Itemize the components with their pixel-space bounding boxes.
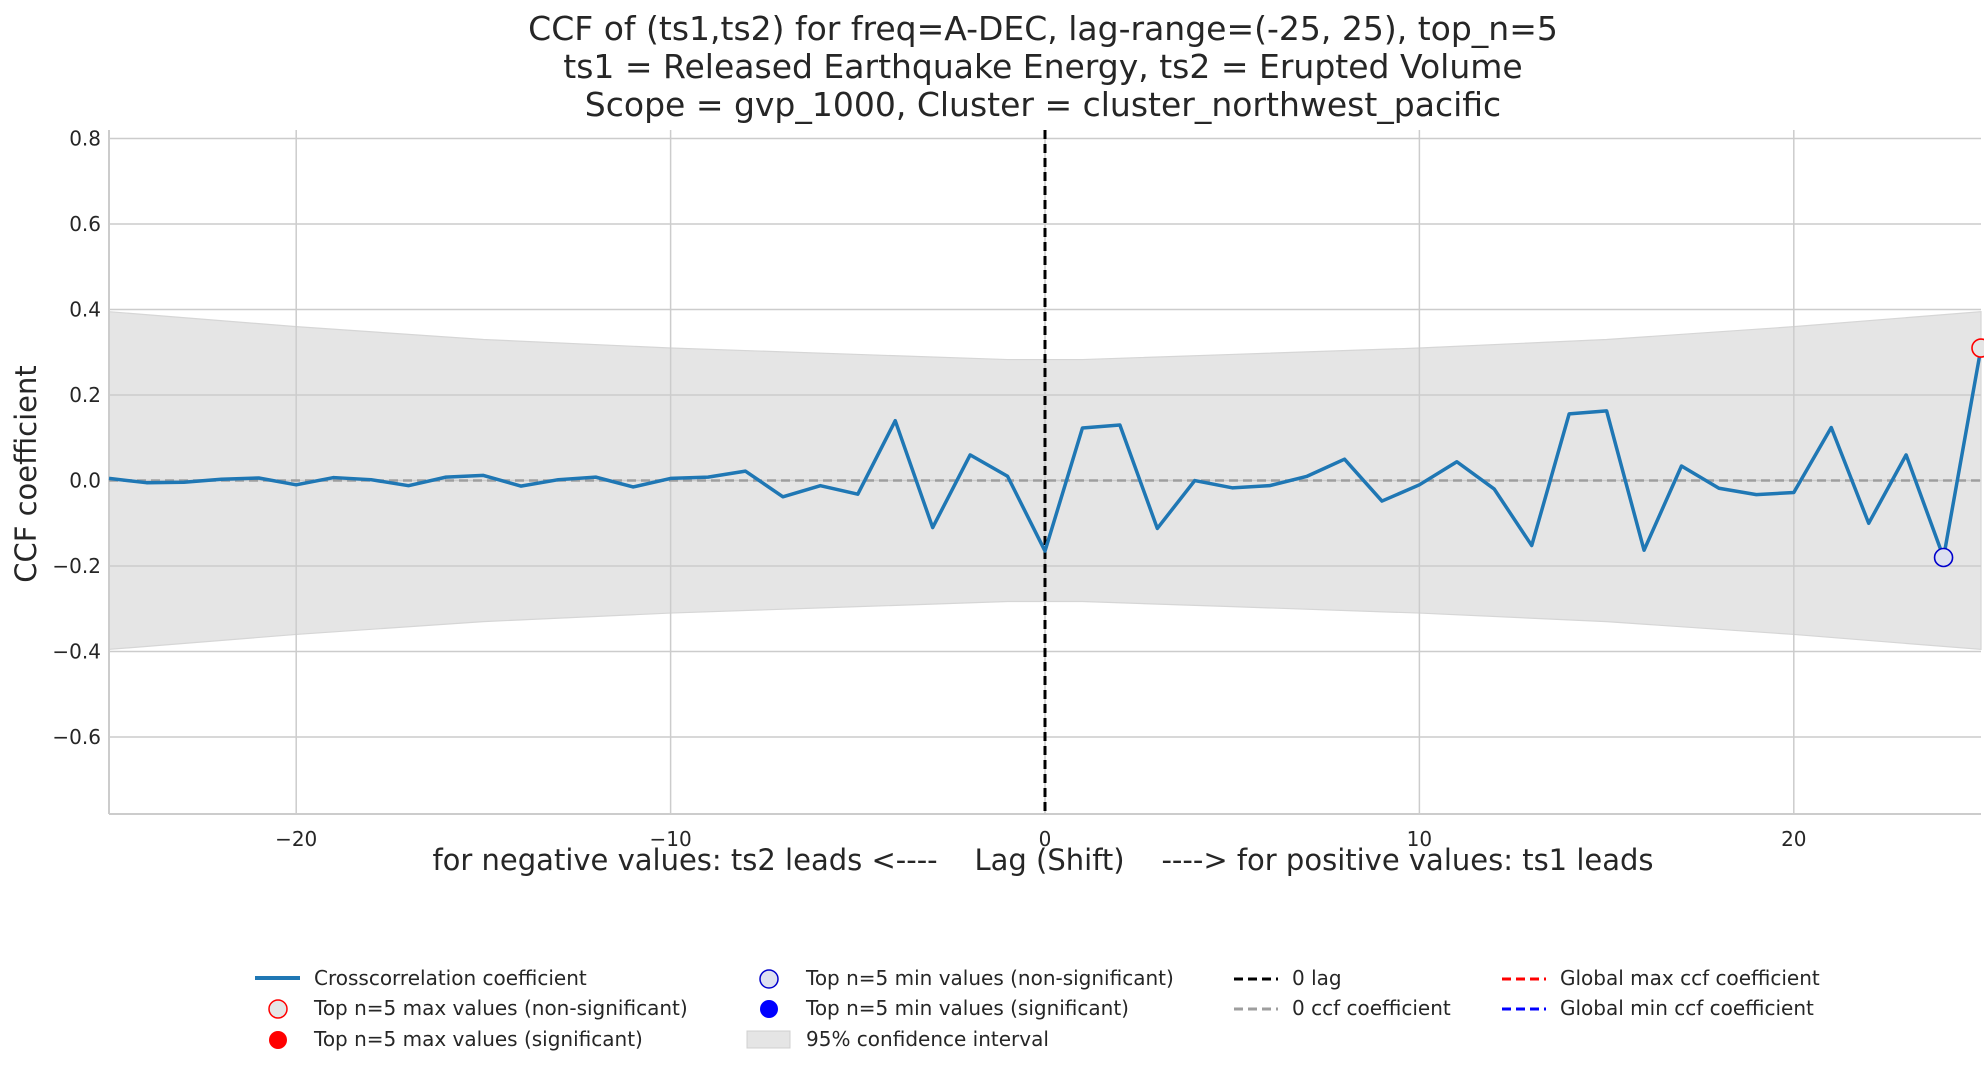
y-axis-label: CCF coefficient	[9, 365, 43, 583]
title-line-1: CCF of (ts1,ts2) for freq=A-DEC, lag-ran…	[528, 9, 1558, 48]
legend-marker-icon	[268, 999, 288, 1019]
legend-label: Crosscorrelation coefficient	[314, 966, 587, 990]
x-axis-label: for negative values: ts2 leads <---- Lag…	[432, 843, 1653, 877]
legend-item-top-max-sig: Top n=5 max values (significant)	[269, 1027, 643, 1051]
legend-label: 0 ccf coefficient	[1292, 996, 1451, 1020]
x-tick-label: −20	[275, 827, 317, 851]
legend-item-confidence-interval: 95% confidence interval	[746, 1027, 1049, 1051]
marker-top-max-non-significant	[1971, 338, 1984, 358]
legend-label: Top n=5 max values (significant)	[313, 1027, 643, 1051]
legend-item-top-max-nonsig: Top n=5 max values (non-significant)	[268, 996, 688, 1020]
legend-marker-icon	[759, 969, 779, 989]
title-line-2: ts1 = Released Earthquake Energy, ts2 = …	[563, 47, 1522, 86]
y-tick-label: 0.2	[69, 383, 101, 407]
plot-area: −0.6 −0.4 −0.2 0.0 0.2 0.4 0.6 0.8 −20 −10 0 10 20	[52, 127, 1984, 851]
legend-label: Top n=5 max values (non-significant)	[313, 996, 688, 1020]
legend-marker-icon	[760, 1000, 778, 1018]
legend-item-global-max: Global max ccf coefficient	[1502, 966, 1820, 990]
legend-item-crosscorrelation: Crosscorrelation coefficient	[255, 966, 587, 990]
legend-label: 95% confidence interval	[806, 1027, 1049, 1051]
legend-item-zero-lag: 0 lag	[1234, 966, 1342, 990]
y-tick-label: −0.2	[52, 554, 101, 578]
y-tick-label: −0.4	[52, 640, 101, 664]
legend-marker-icon	[269, 1031, 287, 1049]
x-tick-label: 0	[1039, 827, 1052, 851]
ccf-series-line	[108, 347, 1983, 560]
legend-label: Top n=5 min values (significant)	[805, 996, 1129, 1020]
legend-label: Global max ccf coefficient	[1560, 966, 1820, 990]
legend-item-top-min-sig: Top n=5 min values (significant)	[760, 996, 1129, 1020]
legend-label: Top n=5 min values (non-significant)	[805, 966, 1174, 990]
legend: Crosscorrelation coefficient Top n=5 max…	[255, 966, 1820, 1051]
x-tick-label: 10	[1407, 827, 1432, 851]
legend-patch-swatch	[746, 1030, 791, 1049]
marker-top-min-non-significant	[1933, 547, 1954, 568]
legend-item-zero-ccf: 0 ccf coefficient	[1234, 996, 1451, 1020]
y-tick-label: 0.4	[69, 298, 101, 322]
x-tick-label: −10	[649, 827, 691, 851]
y-tick-label: 0.0	[69, 469, 101, 493]
legend-item-top-min-nonsig: Top n=5 min values (non-significant)	[759, 966, 1174, 990]
y-tick-label: 0.6	[69, 212, 101, 236]
y-tick-label: 0.8	[69, 127, 101, 151]
legend-item-global-min: Global min ccf coefficient	[1502, 996, 1814, 1020]
title-line-3: Scope = gvp_1000, Cluster = cluster_nort…	[585, 85, 1501, 124]
legend-label: 0 lag	[1292, 966, 1342, 990]
y-tick-label: −0.6	[52, 725, 101, 749]
chart-title: CCF of (ts1,ts2) for freq=A-DEC, lag-ran…	[528, 9, 1558, 124]
x-tick-label: 20	[1781, 827, 1806, 851]
legend-label: Global min ccf coefficient	[1560, 996, 1814, 1020]
